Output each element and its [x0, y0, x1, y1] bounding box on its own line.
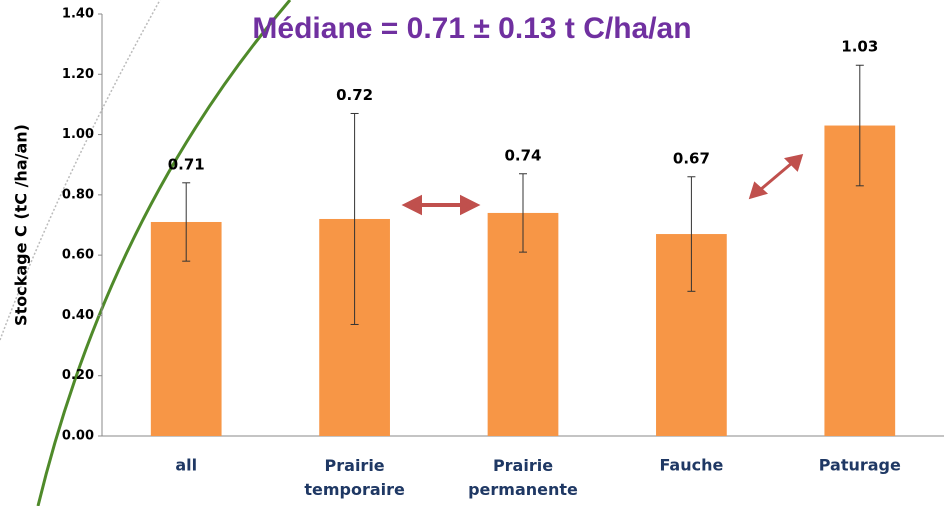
y-axis-label: Stockage C (tC /ha/an) — [12, 124, 31, 326]
decor-curve — [0, 0, 161, 341]
y-tick-label: 0.00 — [62, 429, 94, 444]
data-label: 0.74 — [504, 146, 541, 164]
x-tick-label: Prairie permanente — [468, 456, 578, 499]
data-label: 0.71 — [168, 155, 205, 173]
data-label: 0.67 — [673, 149, 710, 167]
data-label: 1.03 — [841, 38, 878, 56]
x-tick-label-line: Prairie — [325, 456, 385, 475]
x-tick-label: Prairie temporaire — [304, 456, 405, 499]
y-tick-label: 1.40 — [62, 7, 94, 22]
y-tick-label: 0.20 — [62, 368, 94, 383]
x-tick-label: Paturage — [819, 456, 901, 475]
x-tick-label-line: permanente — [468, 480, 578, 499]
arrow — [748, 153, 804, 200]
decor-arc — [36, 0, 292, 506]
arrow — [401, 194, 481, 216]
chart-title: Médiane = 0.71 ± 0.13 t C/ha/an — [252, 12, 691, 45]
y-tick-label: 0.80 — [62, 187, 94, 202]
y-tick-label: 0.40 — [62, 308, 94, 323]
y-tick-label: 0.60 — [62, 248, 94, 263]
x-tick-label-line: temporaire — [304, 480, 405, 499]
y-tick-label: 1.00 — [62, 127, 94, 142]
x-tick-label-line: Prairie — [493, 456, 553, 475]
data-label: 0.72 — [336, 86, 373, 104]
x-tick-label: all — [175, 456, 197, 475]
y-tick-label: 1.20 — [62, 67, 94, 82]
x-tick-label: Fauche — [659, 456, 723, 475]
